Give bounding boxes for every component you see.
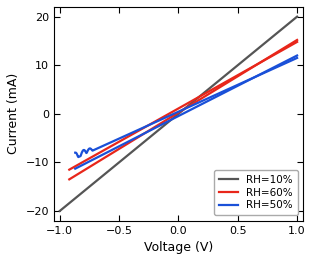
RH=60% (67, 178, 71, 181)
RH=10% (58, 209, 62, 212)
RH=50% (179, 113, 182, 116)
RH=60% (254, 63, 258, 67)
Line: RH=60%: RH=60% (69, 40, 297, 179)
Line: RH=10%: RH=10% (60, 17, 297, 211)
RH=50% (180, 113, 184, 116)
Legend: RH=10%, RH=60%, RH=50%: RH=10%, RH=60%, RH=50% (214, 170, 298, 215)
RH=60% (191, 102, 194, 105)
Y-axis label: Current (mA): Current (mA) (7, 73, 20, 155)
RH=60% (295, 38, 299, 41)
RH=10% (199, 94, 203, 97)
RH=50% (73, 167, 77, 170)
RH=60% (177, 111, 181, 114)
RH=10% (172, 116, 176, 119)
RH=50% (290, 57, 294, 60)
RH=10% (171, 117, 174, 120)
RH=60% (203, 95, 207, 98)
RH=10% (186, 104, 190, 107)
RH=60% (290, 42, 294, 45)
Line: RH=50%: RH=50% (75, 56, 297, 169)
RH=10% (295, 15, 299, 18)
RH=50% (295, 54, 299, 57)
RH=10% (252, 50, 256, 53)
RH=50% (193, 106, 197, 109)
RH=50% (255, 74, 259, 78)
RH=10% (290, 20, 293, 23)
X-axis label: Voltage (V): Voltage (V) (144, 241, 213, 254)
RH=50% (205, 100, 209, 103)
RH=60% (176, 112, 179, 115)
